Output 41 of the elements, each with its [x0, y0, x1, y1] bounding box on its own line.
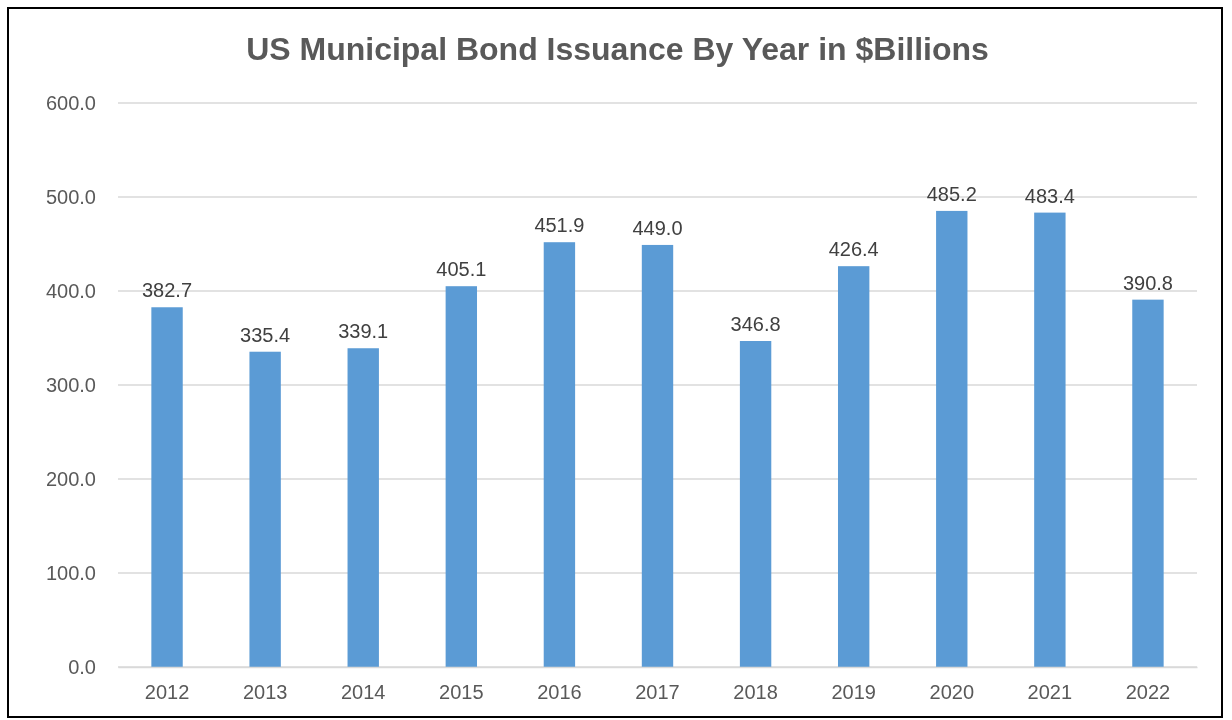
x-tick-label: 2013: [242, 681, 288, 704]
data-label: 339.1: [338, 320, 389, 343]
x-tick-label: 2014: [340, 681, 386, 704]
data-label: 335.4: [240, 323, 291, 346]
y-tick-label: 500.0: [45, 185, 96, 208]
bar: [543, 242, 576, 667]
data-label: 485.2: [926, 182, 977, 205]
x-tick-label: 2019: [831, 681, 876, 704]
bar: [445, 286, 478, 667]
y-tick-label: 0.0: [68, 655, 96, 678]
data-label: 483.4: [1024, 184, 1075, 207]
bar: [739, 341, 772, 667]
x-tick-label: 2020: [929, 681, 975, 704]
bar: [347, 348, 379, 667]
data-label: 405.1: [436, 258, 487, 281]
y-tick-label: 100.0: [45, 561, 96, 584]
data-label: 449.0: [632, 216, 683, 239]
data-label: 426.4: [828, 238, 879, 261]
y-tick-label: 300.0: [45, 373, 96, 396]
x-tick-label: 2012: [144, 681, 190, 704]
x-tick-label: 2015: [439, 681, 484, 704]
y-tick-label: 200.0: [45, 467, 96, 490]
x-tick-label: 2017: [635, 681, 680, 704]
x-tick-label: 2016: [537, 681, 582, 704]
bar: [936, 210, 968, 667]
y-tick-label: 400.0: [45, 279, 96, 302]
bar: [249, 351, 281, 667]
x-tick-label: 2021: [1027, 681, 1073, 704]
bar: [641, 244, 674, 667]
bar: [1132, 299, 1164, 667]
data-label: 451.9: [534, 214, 585, 237]
data-label: 390.8: [1122, 271, 1173, 294]
data-label: 382.7: [142, 279, 193, 302]
x-tick-label: 2018: [733, 681, 778, 704]
bar: [151, 307, 183, 667]
x-tick-label: 2022: [1125, 681, 1171, 704]
chart-title: US Municipal Bond Issuance By Year in $Billions: [246, 31, 989, 67]
bar: [837, 266, 870, 667]
y-tick-label: 600.0: [45, 91, 96, 114]
data-label: 346.8: [730, 313, 781, 336]
bar: [1034, 212, 1066, 667]
